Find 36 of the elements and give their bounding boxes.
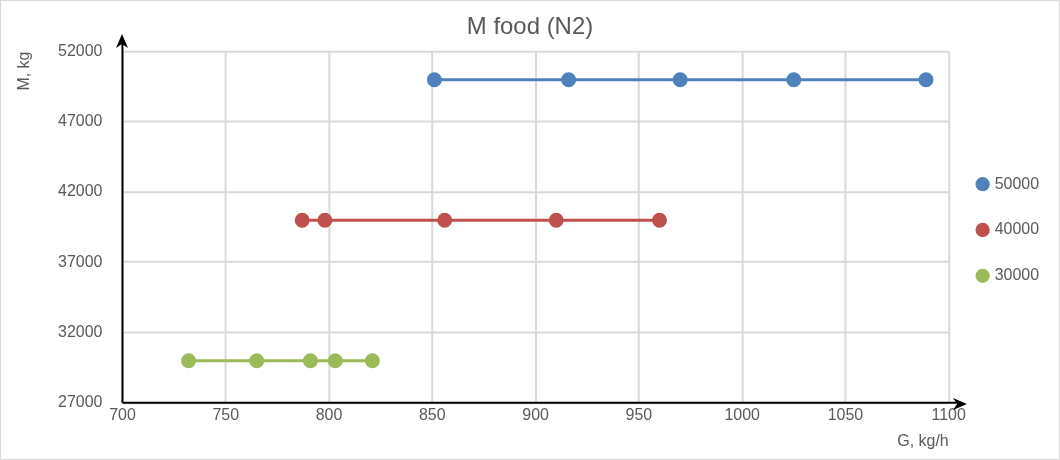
- point: [426, 72, 442, 88]
- x-tick-label: 850: [418, 405, 446, 423]
- point: [249, 353, 265, 369]
- point: [327, 353, 343, 369]
- point: [364, 353, 380, 369]
- x-tick-label: 1050: [827, 405, 864, 423]
- x-tick-label: 750: [212, 405, 240, 423]
- y-tick-label: 52000: [58, 41, 103, 59]
- point: [652, 212, 668, 228]
- x-tick-label: 800: [315, 405, 343, 423]
- x-tick-label: 900: [522, 405, 550, 423]
- legend-label: 50000: [994, 174, 1040, 192]
- point: [294, 212, 310, 228]
- point: [181, 353, 197, 369]
- legend-label: 40000: [994, 220, 1040, 238]
- point: [786, 72, 802, 88]
- y-axis-title: M, kg: [14, 51, 32, 91]
- point: [561, 72, 577, 88]
- y-tick-label: 47000: [58, 112, 103, 130]
- point: [672, 72, 688, 88]
- x-tick-label: 1100: [931, 405, 966, 423]
- y-tick-label: 27000: [58, 393, 103, 411]
- point: [918, 72, 934, 88]
- x-tick-label: 1000: [724, 405, 761, 423]
- point: [548, 212, 564, 228]
- x-axis-title: G, kg/h: [897, 431, 949, 449]
- point: [317, 212, 333, 228]
- y-tick-label: 37000: [58, 252, 103, 270]
- y-tick-label: 42000: [58, 182, 103, 200]
- point: [437, 212, 453, 228]
- x-tick-label: 950: [625, 405, 653, 423]
- y-tick-label: 32000: [58, 323, 103, 340]
- x-tick-label: 700: [109, 405, 136, 423]
- chart-title: M food (N2): [466, 11, 594, 39]
- point: [302, 353, 318, 369]
- legend-label: 30000: [994, 266, 1040, 284]
